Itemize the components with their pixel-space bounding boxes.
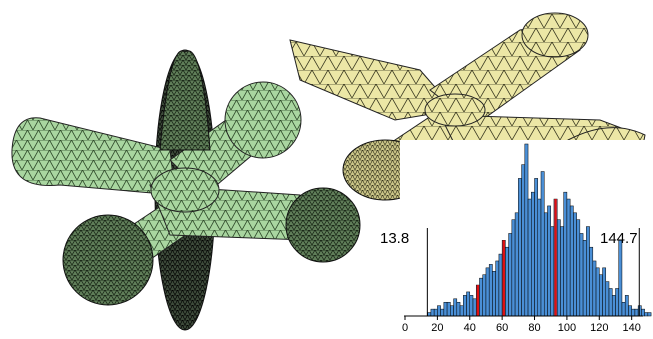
histogram-bar bbox=[485, 267, 490, 317]
histogram-bar bbox=[534, 178, 539, 317]
histogram-bar bbox=[527, 198, 532, 317]
histogram-bar bbox=[560, 226, 564, 317]
histogram-bar bbox=[453, 298, 458, 317]
green-ball-upper-right bbox=[224, 81, 302, 159]
histogram-bar bbox=[615, 288, 619, 317]
histogram-bar bbox=[592, 260, 597, 317]
x-tick-label: 20 bbox=[431, 322, 443, 334]
histogram-bar bbox=[599, 274, 603, 317]
histogram-bar bbox=[589, 246, 594, 317]
histogram-bar bbox=[433, 308, 438, 317]
histogram-bar bbox=[514, 212, 519, 317]
histogram-bar bbox=[547, 205, 551, 317]
histogram-marker bbox=[554, 199, 557, 316]
histogram-bar bbox=[602, 267, 607, 317]
histogram-bar bbox=[450, 305, 454, 317]
histogram-bar bbox=[644, 312, 649, 317]
x-tick-label: 60 bbox=[496, 322, 508, 334]
histogram-bar bbox=[440, 308, 445, 317]
histogram-bar bbox=[508, 233, 513, 317]
histogram-bar bbox=[611, 295, 616, 317]
histogram-bar bbox=[488, 264, 493, 317]
x-tick-label: 40 bbox=[464, 322, 476, 334]
histogram-bar bbox=[608, 288, 613, 317]
x-tick-label: 100 bbox=[558, 322, 576, 334]
histogram-bar bbox=[495, 260, 500, 317]
x-tick-label: 120 bbox=[590, 322, 608, 334]
histogram-bar bbox=[569, 205, 574, 317]
histogram-bar bbox=[443, 301, 448, 317]
histogram-bar bbox=[466, 291, 471, 317]
histogram-bar bbox=[641, 308, 645, 317]
green-arm-left bbox=[11, 117, 176, 196]
histogram-bar bbox=[576, 219, 581, 317]
histogram-bar bbox=[579, 233, 584, 317]
green-mesh-model bbox=[11, 49, 361, 331]
histogram-bar bbox=[647, 312, 652, 317]
histogram-bar bbox=[482, 274, 487, 317]
histogram-marker bbox=[502, 240, 505, 316]
histogram-bar bbox=[566, 198, 571, 317]
yellow-ball-upper-right bbox=[521, 12, 589, 58]
histogram-bar bbox=[531, 191, 535, 317]
histogram-bar bbox=[446, 301, 451, 317]
histogram-bar bbox=[628, 305, 632, 317]
histogram-markers bbox=[476, 199, 557, 316]
histogram-bar bbox=[537, 198, 542, 317]
yellow-center-hub bbox=[424, 93, 486, 127]
histogram-bar bbox=[595, 267, 600, 317]
histogram-bar bbox=[586, 226, 590, 317]
histogram-bar bbox=[511, 219, 516, 317]
histogram-bar bbox=[456, 301, 461, 317]
histogram-bar bbox=[479, 277, 483, 317]
x-tick-label: 0 bbox=[402, 322, 408, 334]
green-ball-lower-left bbox=[62, 214, 154, 306]
histogram-bar bbox=[573, 212, 577, 317]
x-axis-ticks: 0 20 40 60 80 100 120 140 bbox=[402, 316, 641, 334]
quality-histogram: 13.8 144.7 0 20 40 60 80 100 120 140 bbox=[380, 140, 652, 334]
histogram-bar bbox=[556, 219, 561, 317]
yellow-arm-upper-left bbox=[289, 39, 456, 121]
green-vertical-lobe-top bbox=[159, 50, 211, 151]
histogram-bar bbox=[605, 281, 610, 317]
histogram-bar bbox=[469, 295, 474, 317]
histogram-marker bbox=[476, 285, 480, 316]
histogram-bar bbox=[624, 295, 629, 317]
histogram-bar bbox=[550, 226, 555, 317]
histogram-bar bbox=[621, 301, 626, 317]
histogram-bar bbox=[618, 240, 623, 317]
histogram-bar bbox=[518, 178, 522, 317]
histogram-bar bbox=[543, 212, 548, 317]
histogram-bar bbox=[631, 308, 636, 317]
histogram-bar bbox=[492, 271, 496, 317]
histogram-bar bbox=[540, 171, 545, 317]
histogram-bar bbox=[582, 240, 587, 317]
histogram-bar bbox=[505, 246, 509, 317]
histogram-bar bbox=[427, 312, 432, 317]
histogram-bar bbox=[524, 143, 529, 317]
min-value-label: 13.8 bbox=[380, 230, 409, 247]
green-center-hub bbox=[150, 167, 220, 213]
x-tick-label: 80 bbox=[528, 322, 540, 334]
histogram-bar bbox=[472, 298, 477, 317]
histogram-bar bbox=[563, 191, 568, 317]
max-value-label: 144.7 bbox=[600, 230, 638, 247]
histogram-bar bbox=[430, 308, 435, 317]
histogram-bar bbox=[634, 308, 639, 317]
histogram-bar bbox=[459, 305, 464, 317]
x-tick-label: 140 bbox=[622, 322, 640, 334]
histogram-bar bbox=[437, 305, 441, 317]
histogram-bar bbox=[521, 164, 526, 317]
green-ball-right bbox=[285, 187, 361, 263]
histogram-bar bbox=[463, 295, 467, 317]
histogram-bar bbox=[498, 253, 503, 317]
